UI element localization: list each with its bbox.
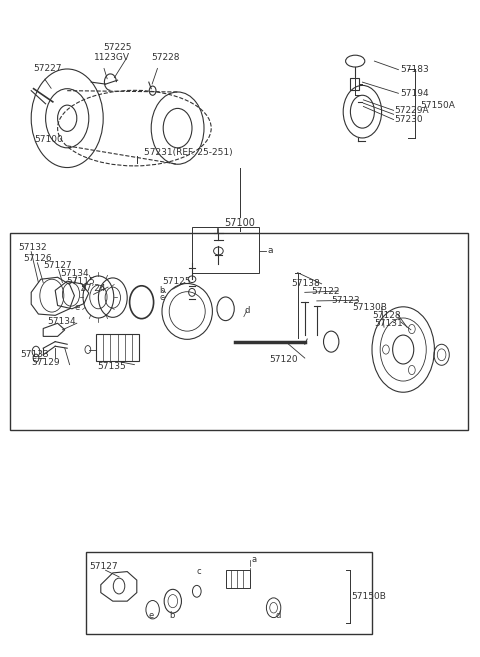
Text: 57134: 57134 [47,317,76,327]
Text: 57122: 57122 [311,287,339,296]
Text: d: d [245,306,250,315]
Text: 57138: 57138 [291,279,320,288]
Text: 57127: 57127 [43,261,72,270]
Text: 57194: 57194 [400,89,429,98]
Text: 57120: 57120 [269,355,298,364]
Text: 57115: 57115 [66,277,95,286]
Text: 57135: 57135 [97,362,126,371]
Text: 57123: 57123 [331,296,360,305]
Text: c: c [197,567,202,576]
Text: 57128: 57128 [372,311,401,320]
Text: e: e [74,303,80,312]
Text: 57150B: 57150B [351,592,386,601]
Text: a: a [267,246,273,256]
Text: 57228: 57228 [151,53,180,62]
Bar [96,334,139,361]
Text: a: a [252,555,257,564]
Text: 57100: 57100 [35,135,63,145]
Text: 57150A: 57150A [420,101,455,110]
Bar [350,78,359,90]
Text: 57130B: 57130B [352,303,387,312]
Text: 57231(REF. 25-251): 57231(REF. 25-251) [144,148,233,157]
Text: 57229A: 57229A [395,106,429,115]
Text: b: b [159,286,165,295]
Text: 57125: 57125 [162,277,191,286]
Text: 57225: 57225 [103,43,132,52]
Text: 1123GV: 1123GV [94,53,130,62]
Text: 57126: 57126 [23,254,52,263]
Text: 57227: 57227 [34,64,62,73]
Text: 57230: 57230 [395,115,423,124]
Bar [10,233,468,430]
Text: e: e [149,611,154,620]
Text: 57134: 57134 [60,269,89,279]
Text: b: b [169,611,175,620]
Bar [226,570,250,588]
Text: 57’24: 57’24 [81,284,106,293]
Text: 57183: 57183 [400,65,429,74]
Text: 57131: 57131 [374,319,403,328]
Text: 57133: 57133 [20,350,49,359]
Bar [192,227,259,273]
Text: d: d [276,611,281,620]
Bar [86,552,372,634]
Text: 57132: 57132 [18,243,47,252]
Text: c: c [159,293,164,302]
Text: 57129: 57129 [31,358,60,367]
Text: 57127: 57127 [89,562,118,571]
Text: 57100: 57100 [225,218,255,229]
